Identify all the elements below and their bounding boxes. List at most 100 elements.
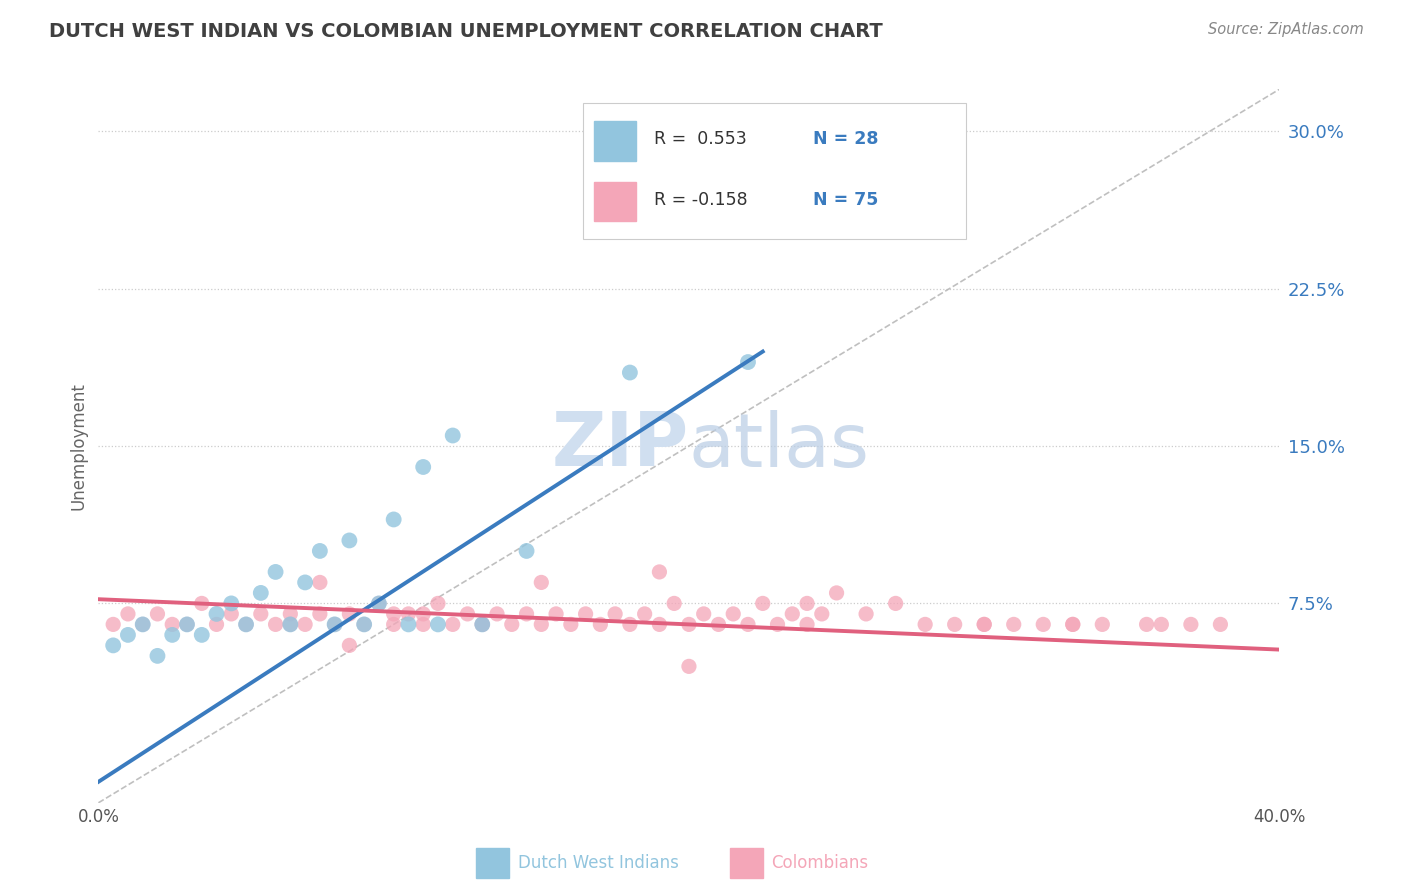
- Bar: [595, 182, 636, 221]
- Point: [278, 617, 302, 632]
- Point: [737, 617, 759, 632]
- Text: Source: ZipAtlas.com: Source: ZipAtlas.com: [1208, 22, 1364, 37]
- Point: [368, 596, 391, 610]
- Point: [1062, 617, 1084, 632]
- Point: [486, 607, 509, 621]
- Point: [309, 607, 332, 621]
- Point: [796, 596, 818, 610]
- Point: [1091, 617, 1114, 632]
- Text: Colombians: Colombians: [772, 855, 869, 872]
- Text: Dutch West Indians: Dutch West Indians: [517, 855, 679, 872]
- Point: [707, 617, 730, 632]
- Point: [103, 617, 125, 632]
- Point: [427, 617, 450, 632]
- Point: [693, 607, 716, 621]
- Point: [412, 607, 434, 621]
- Point: [427, 596, 450, 610]
- Point: [766, 617, 789, 632]
- Point: [368, 596, 391, 610]
- Point: [1150, 617, 1173, 632]
- Point: [471, 617, 494, 632]
- Point: [1135, 617, 1157, 632]
- Point: [782, 607, 804, 621]
- Point: [530, 617, 553, 632]
- Point: [456, 607, 478, 621]
- Point: [560, 617, 582, 632]
- Point: [796, 617, 818, 632]
- Point: [294, 575, 316, 590]
- Point: [132, 617, 155, 632]
- Point: [678, 659, 700, 673]
- Point: [219, 596, 242, 610]
- Point: [515, 544, 537, 558]
- Point: [471, 617, 494, 632]
- Text: DUTCH WEST INDIAN VS COLOMBIAN UNEMPLOYMENT CORRELATION CHART: DUTCH WEST INDIAN VS COLOMBIAN UNEMPLOYM…: [49, 22, 883, 41]
- Point: [309, 544, 332, 558]
- Point: [191, 596, 214, 610]
- Point: [205, 607, 228, 621]
- Text: atlas: atlas: [689, 409, 870, 483]
- Point: [146, 607, 169, 621]
- Point: [382, 607, 405, 621]
- Point: [825, 586, 848, 600]
- Point: [737, 355, 759, 369]
- Point: [664, 596, 686, 610]
- Point: [162, 617, 183, 632]
- Bar: [477, 847, 509, 878]
- Point: [337, 533, 360, 548]
- Point: [353, 617, 375, 632]
- Y-axis label: Unemployment: Unemployment: [69, 382, 87, 510]
- Point: [219, 607, 242, 621]
- Point: [278, 617, 302, 632]
- Point: [619, 617, 641, 632]
- Point: [943, 617, 966, 632]
- Point: [884, 596, 907, 610]
- Point: [1032, 617, 1054, 632]
- Point: [721, 607, 744, 621]
- Point: [441, 428, 464, 442]
- Point: [412, 617, 434, 632]
- Text: R = -0.158: R = -0.158: [654, 191, 747, 209]
- Point: [973, 617, 995, 632]
- Bar: [595, 121, 636, 161]
- Point: [973, 617, 995, 632]
- Point: [235, 617, 257, 632]
- Point: [396, 617, 419, 632]
- Point: [471, 617, 494, 632]
- Point: [530, 575, 553, 590]
- Point: [323, 617, 346, 632]
- Point: [191, 628, 214, 642]
- Point: [103, 639, 125, 653]
- Point: [678, 617, 700, 632]
- Point: [441, 617, 464, 632]
- Text: R =  0.553: R = 0.553: [654, 130, 747, 148]
- Point: [382, 617, 405, 632]
- Point: [117, 628, 139, 642]
- Point: [412, 460, 434, 475]
- Point: [751, 596, 773, 610]
- Text: N = 28: N = 28: [813, 130, 879, 148]
- Point: [205, 617, 228, 632]
- Point: [353, 617, 375, 632]
- Point: [162, 628, 183, 642]
- Point: [914, 617, 936, 632]
- Point: [544, 607, 567, 621]
- Text: ZIP: ZIP: [551, 409, 689, 483]
- Point: [117, 607, 139, 621]
- Point: [176, 617, 198, 632]
- Point: [176, 617, 198, 632]
- Point: [294, 617, 316, 632]
- Point: [264, 617, 287, 632]
- Point: [1062, 617, 1084, 632]
- Point: [810, 607, 832, 621]
- Point: [146, 648, 169, 663]
- Point: [501, 617, 523, 632]
- Point: [1002, 617, 1025, 632]
- Point: [574, 607, 596, 621]
- Point: [337, 639, 360, 653]
- Point: [1180, 617, 1202, 632]
- Point: [278, 607, 302, 621]
- Point: [589, 617, 612, 632]
- Point: [235, 617, 257, 632]
- Point: [633, 607, 655, 621]
